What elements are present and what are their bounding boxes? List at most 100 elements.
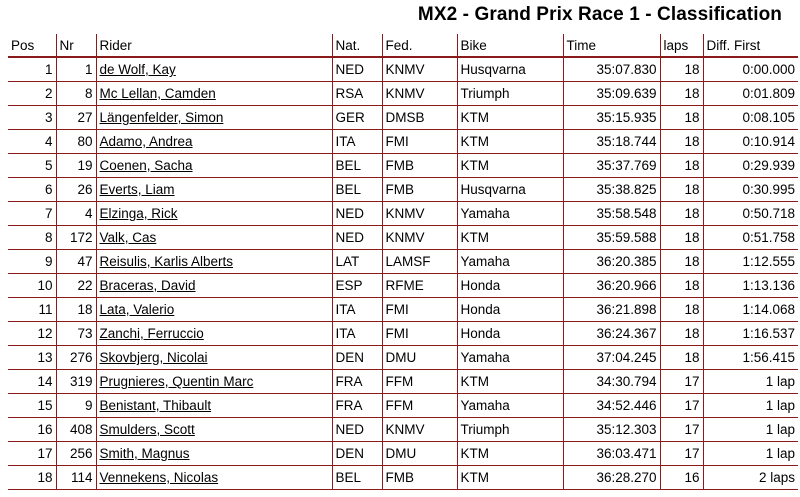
rider-link[interactable]: Reisulis, Karlis Alberts <box>99 254 234 269</box>
rider-link[interactable]: Benistant, Thibault <box>99 398 212 413</box>
cell-time: 36:24.367 <box>562 321 660 346</box>
rider-link[interactable]: de Wolf, Kay <box>99 62 176 77</box>
cell-nat: GER <box>331 105 382 130</box>
table-row: 6 26 Everts, Liam BEL FMB Husqvarna 35:38.825 1… <box>8 177 798 202</box>
cell-fed: LAMSF <box>381 249 457 274</box>
table-row: 9 47 Reisulis, Karlis Alberts LAT LAMSF Yamah… <box>8 249 798 274</box>
rider-link[interactable]: Lata, Valerio <box>99 302 175 317</box>
cell-nr: 256 <box>55 441 96 466</box>
cell-diff: 1:12.555 <box>702 249 798 274</box>
rider-link[interactable]: Elzinga, Rick <box>99 206 178 221</box>
cell-bike: Husqvarna <box>456 177 563 202</box>
cell-bike: Yamaha <box>456 249 563 274</box>
cell-fed: KNMV <box>381 417 457 442</box>
cell-time: 34:30.794 <box>562 369 660 394</box>
rider-link[interactable]: Valk, Cas <box>99 230 157 245</box>
cell-nr: 27 <box>55 105 96 130</box>
cell-pos: 11 <box>8 297 56 322</box>
cell-bike: Triumph <box>456 81 563 106</box>
cell-nat: NED <box>331 417 382 442</box>
cell-fed: DMSB <box>381 105 457 130</box>
cell-fed: KNMV <box>381 225 457 250</box>
cell-time: 35:12.303 <box>562 417 660 442</box>
cell-nr: 4 <box>55 201 96 226</box>
cell-pos: 3 <box>8 105 56 130</box>
cell-diff: 0:50.718 <box>702 201 798 226</box>
cell-time: 35:37.769 <box>562 153 660 178</box>
cell-diff: 1:13.136 <box>702 273 798 298</box>
cell-fed: KNMV <box>381 57 457 82</box>
cell-laps: 18 <box>659 177 703 202</box>
cell-bike: Husqvarna <box>456 57 563 82</box>
cell-bike: KTM <box>456 105 563 130</box>
cell-pos: 14 <box>8 369 56 394</box>
rider-link[interactable]: Coenen, Sacha <box>99 158 193 173</box>
cell-nat: NED <box>331 201 382 226</box>
cell-diff: 1:14.068 <box>702 297 798 322</box>
rider-link[interactable]: Smulders, Scott <box>99 422 195 437</box>
cell-pos: 16 <box>8 417 56 442</box>
cell-nr: 22 <box>55 273 96 298</box>
cell-nr: 80 <box>55 129 96 154</box>
cell-fed: FFM <box>381 369 457 394</box>
rider-link[interactable]: Braceras, David <box>99 278 196 293</box>
cell-fed: FMB <box>381 153 457 178</box>
cell-fed: FMI <box>381 129 457 154</box>
header-row: Pos Nr Rider Nat. Fed. Bike Time laps Di… <box>8 34 798 58</box>
table-row: 14 319 Prugnieres, Quentin Marc FRA FFM KTM 34… <box>8 369 798 394</box>
cell-pos: 18 <box>8 465 56 490</box>
cell-diff: 0:51.758 <box>702 225 798 250</box>
cell-diff: 0:29.939 <box>702 153 798 178</box>
table-row: 8 172 Valk, Cas NED KNMV KTM 35:59.588 18 0:51.7… <box>8 225 798 250</box>
classification-table: Pos Nr Rider Nat. Fed. Bike Time laps Di… <box>8 34 798 490</box>
cell-bike: KTM <box>456 369 563 394</box>
cell-nr: 8 <box>55 81 96 106</box>
header-fed: Fed. <box>381 34 457 58</box>
rider-link[interactable]: Smith, Magnus <box>99 446 190 461</box>
cell-bike: Yamaha <box>456 345 563 370</box>
cell-rider: Prugnieres, Quentin Marc <box>95 369 332 394</box>
rider-link[interactable]: Prugnieres, Quentin Marc <box>99 374 254 389</box>
cell-pos: 1 <box>8 57 56 82</box>
cell-rider: Skovbjerg, Nicolai <box>95 345 332 370</box>
cell-nr: 172 <box>55 225 96 250</box>
cell-nr: 18 <box>55 297 96 322</box>
cell-time: 37:04.245 <box>562 345 660 370</box>
rider-link[interactable]: Vennekens, Nicolas <box>99 470 219 485</box>
cell-fed: DMU <box>381 441 457 466</box>
cell-rider: Elzinga, Rick <box>95 201 332 226</box>
table-row: 13 276 Skovbjerg, Nicolai DEN DMU Yamaha 37:04… <box>8 345 798 370</box>
header-laps: laps <box>659 34 703 58</box>
page-title: MX2 - Grand Prix Race 1 - Classification <box>417 4 782 25</box>
table-row: 11 18 Lata, Valerio ITA FMI Honda 36:21.898 18 1… <box>8 297 798 322</box>
rider-link[interactable]: Längenfelder, Simon <box>99 110 224 125</box>
cell-rider: Braceras, David <box>95 273 332 298</box>
table-row: 2 8 Mc Lellan, Camden RSA KNMV Triumph 35:09.6… <box>8 81 798 106</box>
cell-time: 35:09.639 <box>562 81 660 106</box>
table-row: 12 73 Zanchi, Ferruccio ITA FMI Honda 36:24.36… <box>8 321 798 346</box>
cell-laps: 16 <box>659 465 703 490</box>
cell-nat: NED <box>331 225 382 250</box>
cell-rider: Coenen, Sacha <box>95 153 332 178</box>
cell-fed: FFM <box>381 393 457 418</box>
cell-fed: FMI <box>381 321 457 346</box>
cell-bike: Triumph <box>456 417 563 442</box>
cell-rider: Everts, Liam <box>95 177 332 202</box>
cell-fed: DMU <box>381 345 457 370</box>
cell-fed: FMB <box>381 177 457 202</box>
rider-link[interactable]: Adamo, Andrea <box>99 134 193 149</box>
table-row: 16 408 Smulders, Scott NED KNMV Triumph 35:12.… <box>8 417 798 442</box>
cell-laps: 18 <box>659 297 703 322</box>
header-time: Time <box>562 34 660 58</box>
cell-diff: 1 lap <box>702 369 798 394</box>
rider-link[interactable]: Mc Lellan, Camden <box>99 86 216 101</box>
cell-pos: 8 <box>8 225 56 250</box>
rider-link[interactable]: Everts, Liam <box>99 182 175 197</box>
cell-laps: 17 <box>659 369 703 394</box>
cell-nat: DEN <box>331 441 382 466</box>
cell-rider: Valk, Cas <box>95 225 332 250</box>
rider-link[interactable]: Skovbjerg, Nicolai <box>99 350 208 365</box>
cell-time: 36:20.385 <box>562 249 660 274</box>
cell-bike: Yamaha <box>456 201 563 226</box>
rider-link[interactable]: Zanchi, Ferruccio <box>99 326 204 341</box>
